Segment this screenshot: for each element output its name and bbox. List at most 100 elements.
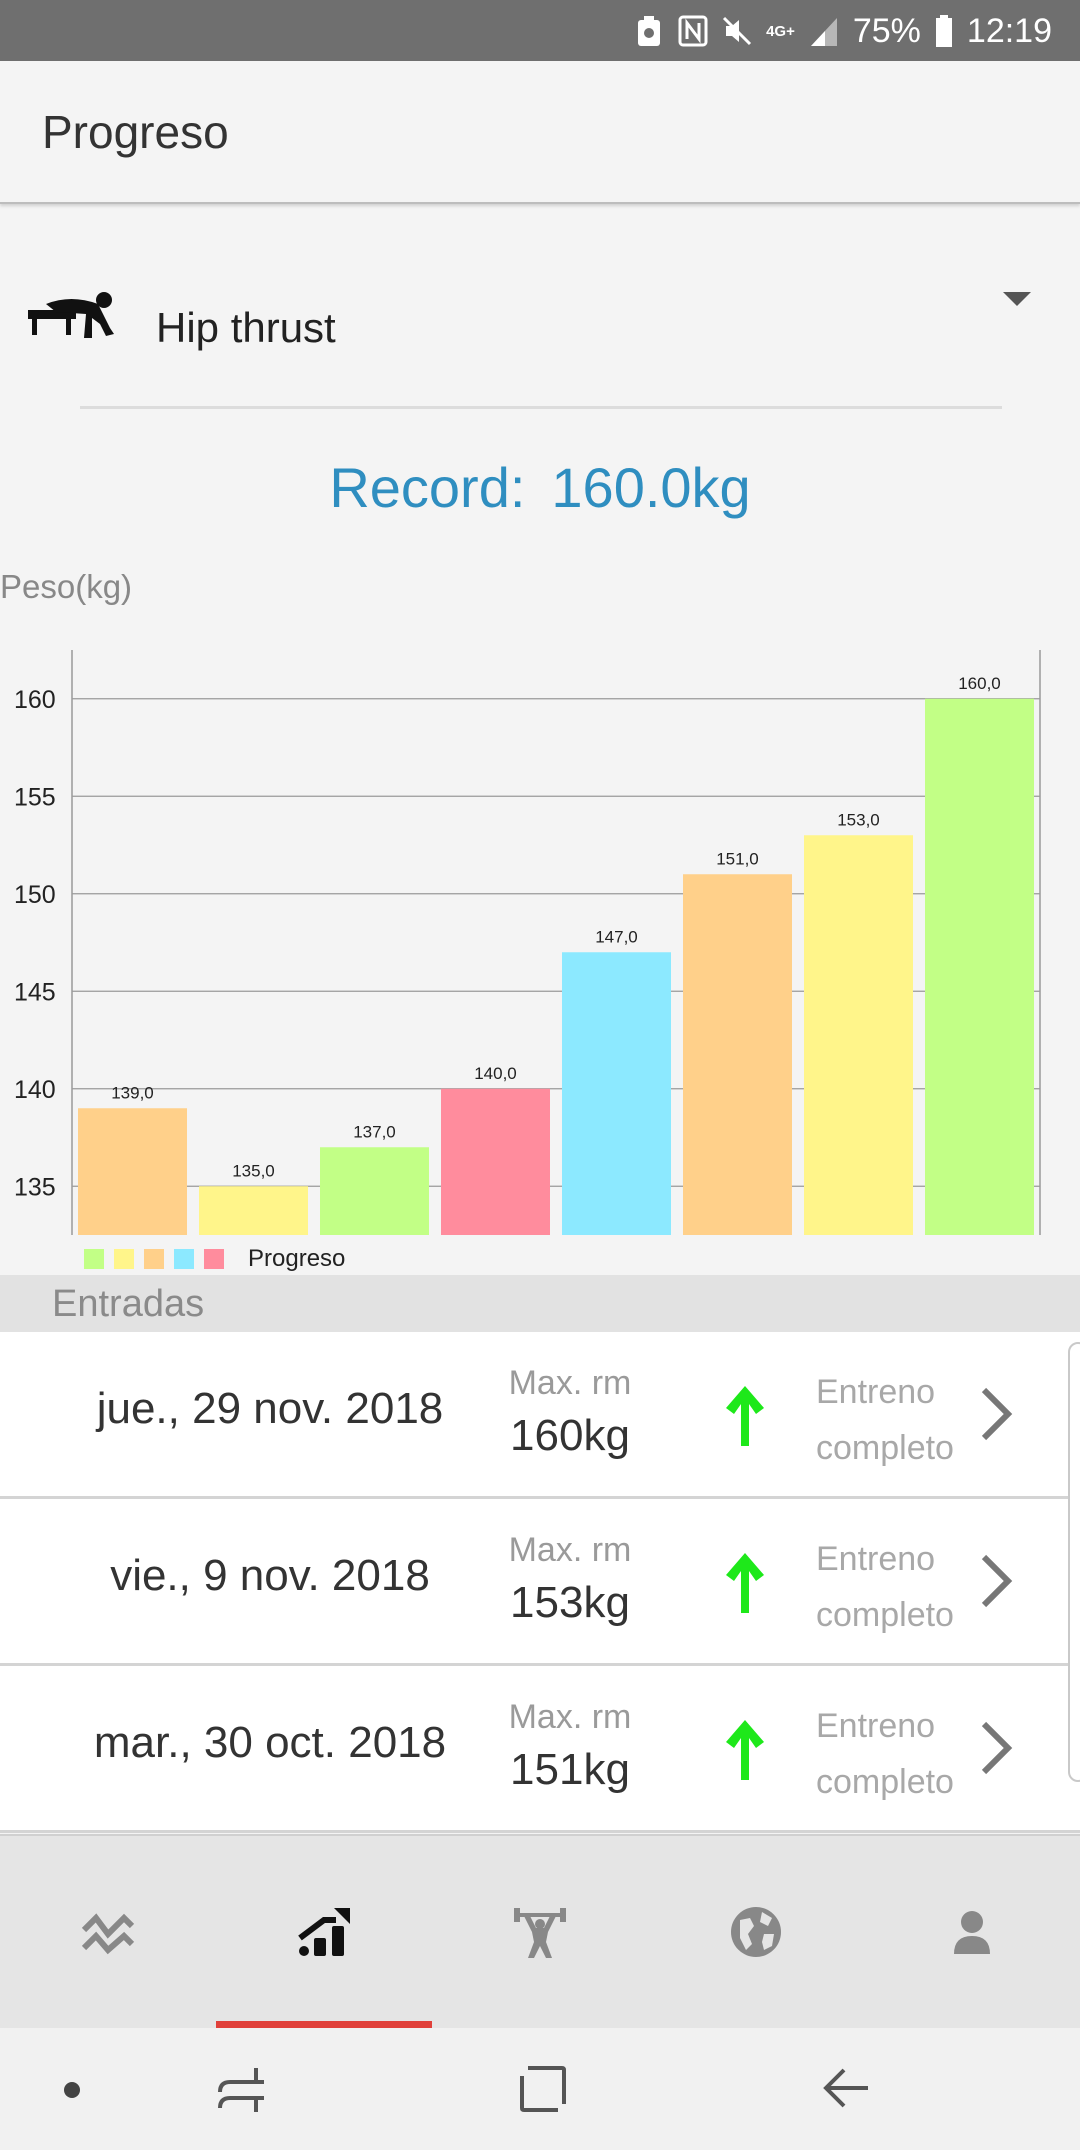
chart-bar [683,874,792,1235]
record-value: 160.0kg [551,456,751,519]
dot-icon[interactable] [62,2080,82,2100]
bar-value-label: 147,0 [595,927,638,946]
entry-status: Entreno completo [816,1698,954,1810]
chart-y-axis-label: Peso(kg) [0,568,133,605]
battery-saver-icon [638,16,661,46]
max-rm-value: 151kg [510,1745,630,1794]
legend-swatch [114,1249,134,1269]
network-type: 4G+ [766,22,795,40]
weightlifter-icon [514,1908,566,1958]
dropdown-arrow-icon[interactable] [1003,292,1031,306]
entry-date: mar., 30 oct. 2018 [93,1718,447,1767]
progress-icon [298,1908,350,1956]
home-icon[interactable] [518,2064,568,2114]
chart-bar [441,1088,550,1235]
scroll-handle[interactable] [1068,1342,1080,1782]
record-label: Record: [329,456,526,519]
bar-value-label: 137,0 [353,1122,396,1141]
max-rm-label: Max. rm [508,1698,632,1736]
entry-status: Entreno completo [816,1364,954,1476]
status-line-2: completo [816,1429,954,1467]
status-line-2: completo [816,1763,954,1801]
entry-row[interactable]: mar., 30 oct. 2018 Max. rm 151kg Entreno… [0,1666,1080,1833]
bar-value-label: 139,0 [111,1083,154,1102]
bar-value-label: 151,0 [716,849,759,868]
max-rm-label: Max. rm [508,1531,632,1569]
nav-item-exercises[interactable] [432,1836,648,2030]
max-rm-label: Max. rm [508,1364,632,1402]
record-display: Record: 160.0kg [0,455,1080,520]
back-icon[interactable] [822,2064,870,2112]
status-line-2: completo [816,1596,954,1634]
chart-bar [562,952,671,1235]
arrow-up-icon [726,1386,764,1446]
legend-label: Progreso [248,1245,346,1272]
bar-value-label: 135,0 [232,1161,275,1180]
entries-section-header: Entradas [0,1275,1080,1332]
nav-item-community[interactable] [648,1836,864,2030]
chart-legend: Progreso [84,1244,345,1274]
arrow-up-icon [726,1553,764,1613]
entry-row[interactable]: vie., 9 nov. 2018 Max. rm 153kg Entreno c… [0,1499,1080,1666]
active-tab-indicator [216,2021,432,2028]
chevron-right-icon[interactable] [978,1551,1014,1611]
entry-max-rm: Max. rm 151kg [470,1698,670,1795]
entries-section-title: Entradas [52,1283,205,1325]
legend-swatch [204,1249,224,1269]
entry-row[interactable]: jue., 29 nov. 2018 Max. rm 160kg Entreno… [0,1332,1080,1499]
activity-icon [81,1913,135,1955]
exercise-name: Hip thrust [156,304,336,351]
y-tick-label: 160 [14,686,56,714]
max-rm-value: 153kg [510,1578,630,1627]
status-icons: 4G+ 75% 12:19 [634,8,1052,54]
progress-bar-chart: 135 140 145 150 155 160 139,0 135,0 137,0 140,0 14… [14,650,1041,1235]
chevron-right-icon[interactable] [978,1718,1014,1778]
chart-bar [199,1186,308,1235]
chevron-right-icon[interactable] [978,1384,1014,1444]
exercise-selector[interactable]: Hip thrust [0,280,1080,370]
chart-bar [320,1147,429,1235]
selector-underline [80,406,1002,409]
chart-bar [925,698,1034,1235]
nav-item-profile[interactable] [864,1836,1080,2030]
battery-icon [935,15,952,47]
y-tick-label: 150 [14,881,56,909]
y-tick-label: 140 [14,1076,56,1104]
legend-swatch [174,1249,194,1269]
entry-max-rm: Max. rm 153kg [470,1531,670,1628]
status-line-1: Entreno [816,1373,936,1411]
globe-icon [731,1907,781,1957]
y-tick-label: 135 [14,1173,56,1201]
entry-date: vie., 9 nov. 2018 [110,1551,430,1600]
bar-value-label: 160,0 [958,674,1001,693]
profile-icon [954,1911,990,1954]
y-tick-label: 145 [14,978,56,1006]
entry-max-rm: Max. rm 160kg [470,1364,670,1461]
nfc-icon [678,15,708,47]
y-tick-label: 155 [14,783,56,811]
chart-bar [78,1108,187,1235]
max-rm-value: 160kg [510,1411,630,1460]
page-title: Progreso [42,106,229,158]
legend-swatch [144,1249,164,1269]
bar-value-label: 140,0 [474,1064,517,1083]
mute-icon [723,16,752,46]
recents-icon[interactable] [216,2064,268,2116]
nav-item-activity[interactable] [0,1836,216,2030]
entry-status: Entreno completo [816,1531,954,1643]
nav-item-progress[interactable] [216,1836,432,2030]
bottom-nav [0,1834,1080,2028]
status-bar: 4G+ 75% 12:19 [0,0,1080,61]
legend-swatch [84,1249,104,1269]
entry-date: jue., 29 nov. 2018 [96,1384,444,1433]
arrow-up-icon [726,1720,764,1780]
hip-thrust-icon [28,292,114,338]
battery-percent: 75% [852,11,921,50]
status-line-1: Entreno [816,1540,936,1578]
app-bar: Progreso [0,61,1080,204]
chart-bar [804,835,913,1235]
signal-icon [810,18,837,46]
system-nav-bar [0,2028,1080,2150]
clock: 12:19 [966,11,1052,50]
entries-list: jue., 29 nov. 2018 Max. rm 160kg Entreno… [0,1332,1080,1833]
